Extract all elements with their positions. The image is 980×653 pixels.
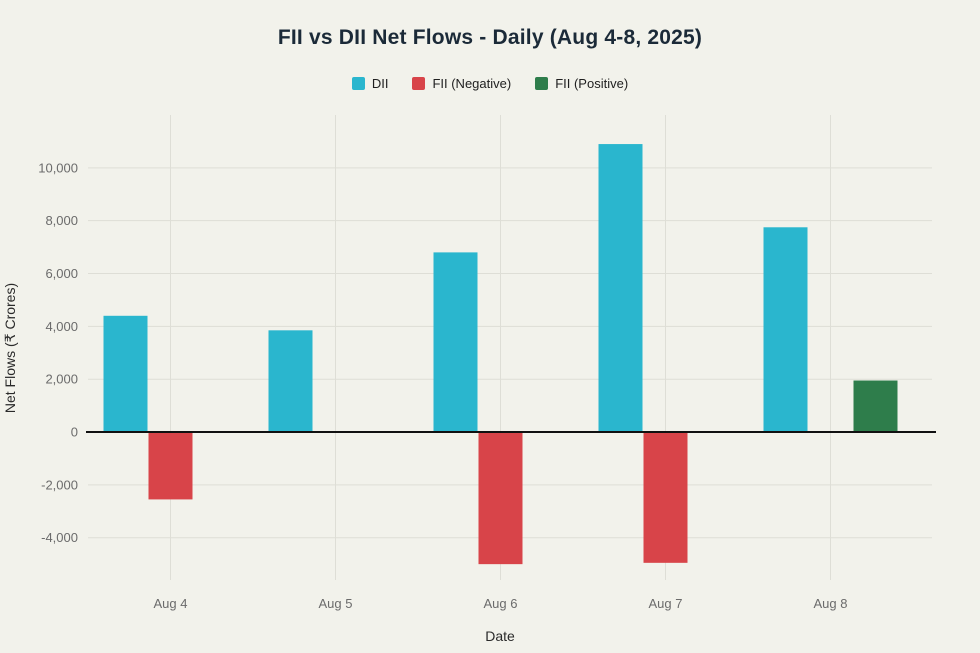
y-tick-label: -2,000 [41,477,78,492]
y-tick-label: 4,000 [45,319,78,334]
x-tick-label: Aug 7 [649,596,683,611]
axis-layer: -4,000 -2,000 0 2,000 4,000 6,000 8,000 10,000 A… [38,160,936,611]
y-axis-label: Net Flows (₹ Crores) [2,283,18,413]
legend-item-fii-positive: FII (Positive) [535,76,628,91]
y-tick-label: 2,000 [45,372,78,387]
y-tick-label: 8,000 [45,213,78,228]
y-tick-label: 6,000 [45,266,78,281]
bar-fii-negative-aug-7 [643,432,688,563]
chart-title: FII vs DII Net Flows - Daily (Aug 4-8, 2… [277,26,703,49]
x-tick-label: Aug 6 [484,596,518,611]
bar-dii-aug-5 [268,330,313,433]
legend-item-fii-negative: FII (Negative) [412,76,511,91]
y-tick-label: -4,000 [41,530,78,545]
bar-dii-aug-6 [433,252,478,433]
bar-dii-aug-4 [103,315,148,433]
legend-label-fii-negative: FII (Negative) [432,76,512,91]
legend: DII FII (Negative) FII (Positive) [0,76,980,91]
bar-fii-negative-aug-4 [148,432,193,500]
x-axis-label: Date [485,628,515,644]
bar-fii-positive-aug-8 [853,380,898,433]
legend-label-fii-positive: FII (Positive) [555,76,629,91]
legend-swatch-dii [351,77,365,90]
legend-item-dii: DII [351,76,389,91]
bar-layer [103,144,898,565]
y-tick-label: 0 [71,425,78,440]
bar-fii-negative-aug-6 [478,432,523,565]
legend-swatch-fii-negative [412,77,426,90]
y-tick-label: 10,000 [38,160,78,175]
legend-swatch-fii-positive [535,77,549,90]
bar-dii-aug-7 [598,144,643,433]
bar-dii-aug-8 [763,227,808,433]
legend-label-dii: DII [371,76,389,91]
x-tick-label: Aug 5 [319,596,353,611]
x-tick-label: Aug 4 [154,596,188,611]
x-tick-label: Aug 8 [814,596,848,611]
